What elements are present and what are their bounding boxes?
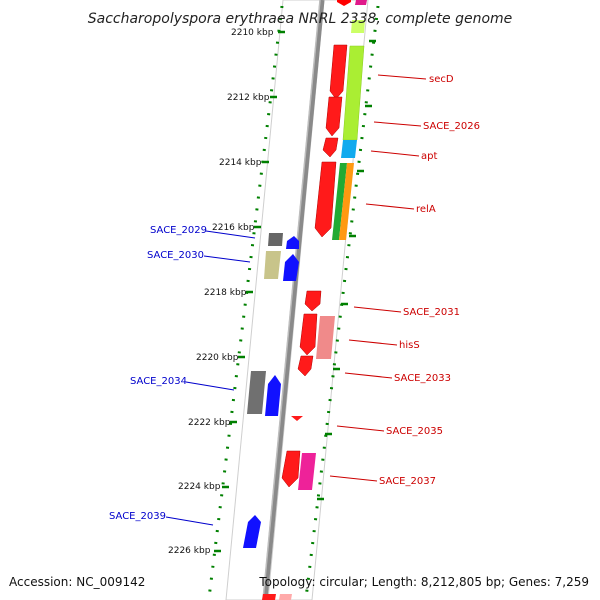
gene-label-SACE_2030[interactable]: SACE_2030: [147, 250, 204, 261]
gene-arrow-hisS[interactable]: [299, 313, 318, 356]
gene-label-secD[interactable]: secD: [429, 74, 454, 85]
feature-block-apt-cyan: [341, 140, 357, 158]
genome-axis-highlight: [262, 0, 321, 600]
gene-arrow-bottom-partial[interactable]: [262, 594, 276, 600]
right-gene-labels: secD SACE_2026 apt relA SACE_2031 hisS S…: [379, 74, 480, 487]
gene-arrow-SACE_2026[interactable]: [325, 96, 343, 137]
feature-block-SACE_2037-magenta: [298, 453, 316, 490]
leader-SACE_2029: [205, 230, 256, 239]
gene-label-SACE_2037[interactable]: SACE_2037: [379, 476, 436, 487]
gene-arrow-relA[interactable]: [314, 161, 337, 238]
tick-label-2218: 2218 kbp: [204, 288, 247, 298]
feature-block-bottom-pink: [279, 594, 292, 600]
feature-block-SACE_2030-olive: [264, 251, 281, 279]
leader-SACE_2030: [203, 255, 251, 263]
tick-label-2220: 2220 kbp: [196, 353, 239, 363]
topology-text: Topology: circular; Length: 8,212,805 bp…: [258, 575, 589, 589]
feature-block-SACE_2034-grey: [247, 371, 266, 414]
gene-label-SACE_2034[interactable]: SACE_2034: [130, 376, 187, 387]
feature-color-tracks: [279, 0, 367, 600]
gene-label-hisS[interactable]: hisS: [399, 340, 420, 351]
tick-label-2214: 2214 kbp: [219, 158, 262, 168]
gene-label-apt[interactable]: apt: [421, 151, 437, 162]
genome-axis: [262, 0, 325, 600]
gene-arrow-SACE_2037[interactable]: [281, 450, 301, 488]
leader-SACE_2034: [185, 381, 235, 391]
map-title: Saccharopolyspora erythraea NRRL 2338, c…: [88, 11, 513, 27]
leader-secD: [377, 74, 427, 80]
gene-label-SACE_2031[interactable]: SACE_2031: [403, 307, 460, 318]
leader-apt: [370, 150, 420, 157]
leader-relA: [365, 203, 415, 210]
left-label-leaders: [165, 230, 256, 526]
gene-arrow-SACE_2029[interactable]: [286, 236, 299, 249]
feature-block-top-lime: [351, 20, 365, 33]
gene-label-relA[interactable]: relA: [416, 204, 436, 215]
tick-label-2216: 2216 kbp: [212, 223, 255, 233]
feature-block-SACE_2029-grey: [268, 233, 283, 246]
leader-SACE_2033: [344, 372, 393, 379]
gene-label-SACE_2029[interactable]: SACE_2029: [150, 225, 207, 236]
gene-label-SACE_2026[interactable]: SACE_2026: [423, 121, 480, 132]
gene-label-SACE_2039[interactable]: SACE_2039: [109, 511, 166, 522]
gene-arrow-SACE_2030[interactable]: [283, 254, 299, 281]
feature-block-hisS-pink: [316, 316, 335, 359]
leader-SACE_2035: [336, 425, 385, 432]
tick-label-2226: 2226 kbp: [168, 546, 211, 556]
tick-label-2222: 2222 kbp: [188, 418, 231, 428]
gene-arrow-SACE_2031[interactable]: [304, 290, 322, 312]
feature-block-relA-green: [332, 163, 347, 240]
accession-text: Accession: NC_009142: [9, 575, 145, 589]
tick-label-2210: 2210 kbp: [231, 28, 274, 38]
leader-SACE_2037: [329, 475, 378, 482]
scale-ticks: [214, 30, 376, 553]
left-gene-labels: SACE_2029 SACE_2030 SACE_2034 SACE_2039: [109, 225, 207, 522]
feature-block-relA-orange: [339, 163, 354, 240]
gene-arrow-apt[interactable]: [322, 137, 339, 158]
forward-strand-genes: [243, 233, 299, 548]
leader-hisS: [348, 339, 398, 346]
gene-arrow-SACE_2039[interactable]: [243, 515, 261, 548]
gene-arrow-secD[interactable]: [329, 44, 348, 100]
gene-arrow-SACE_2033[interactable]: [297, 355, 314, 377]
right-label-leaders: [329, 74, 427, 482]
gene-label-SACE_2033[interactable]: SACE_2033: [394, 373, 451, 384]
leader-SACE_2026: [373, 121, 422, 127]
tick-label-2224: 2224 kbp: [178, 482, 221, 492]
gene-label-SACE_2035[interactable]: SACE_2035: [386, 426, 443, 437]
forward-strand-band: [225, 0, 323, 600]
reverse-strand-genes: [262, 0, 351, 600]
gene-arrow-SACE_2034[interactable]: [265, 375, 281, 416]
leader-SACE_2039: [165, 516, 214, 526]
gene-arrow-SACE_2035[interactable]: [291, 416, 303, 421]
tick-label-2212: 2212 kbp: [227, 93, 270, 103]
leader-SACE_2031: [353, 306, 402, 313]
gene-arrow-top-partial[interactable]: [337, 0, 351, 6]
feature-block-top-magenta: [355, 0, 367, 5]
